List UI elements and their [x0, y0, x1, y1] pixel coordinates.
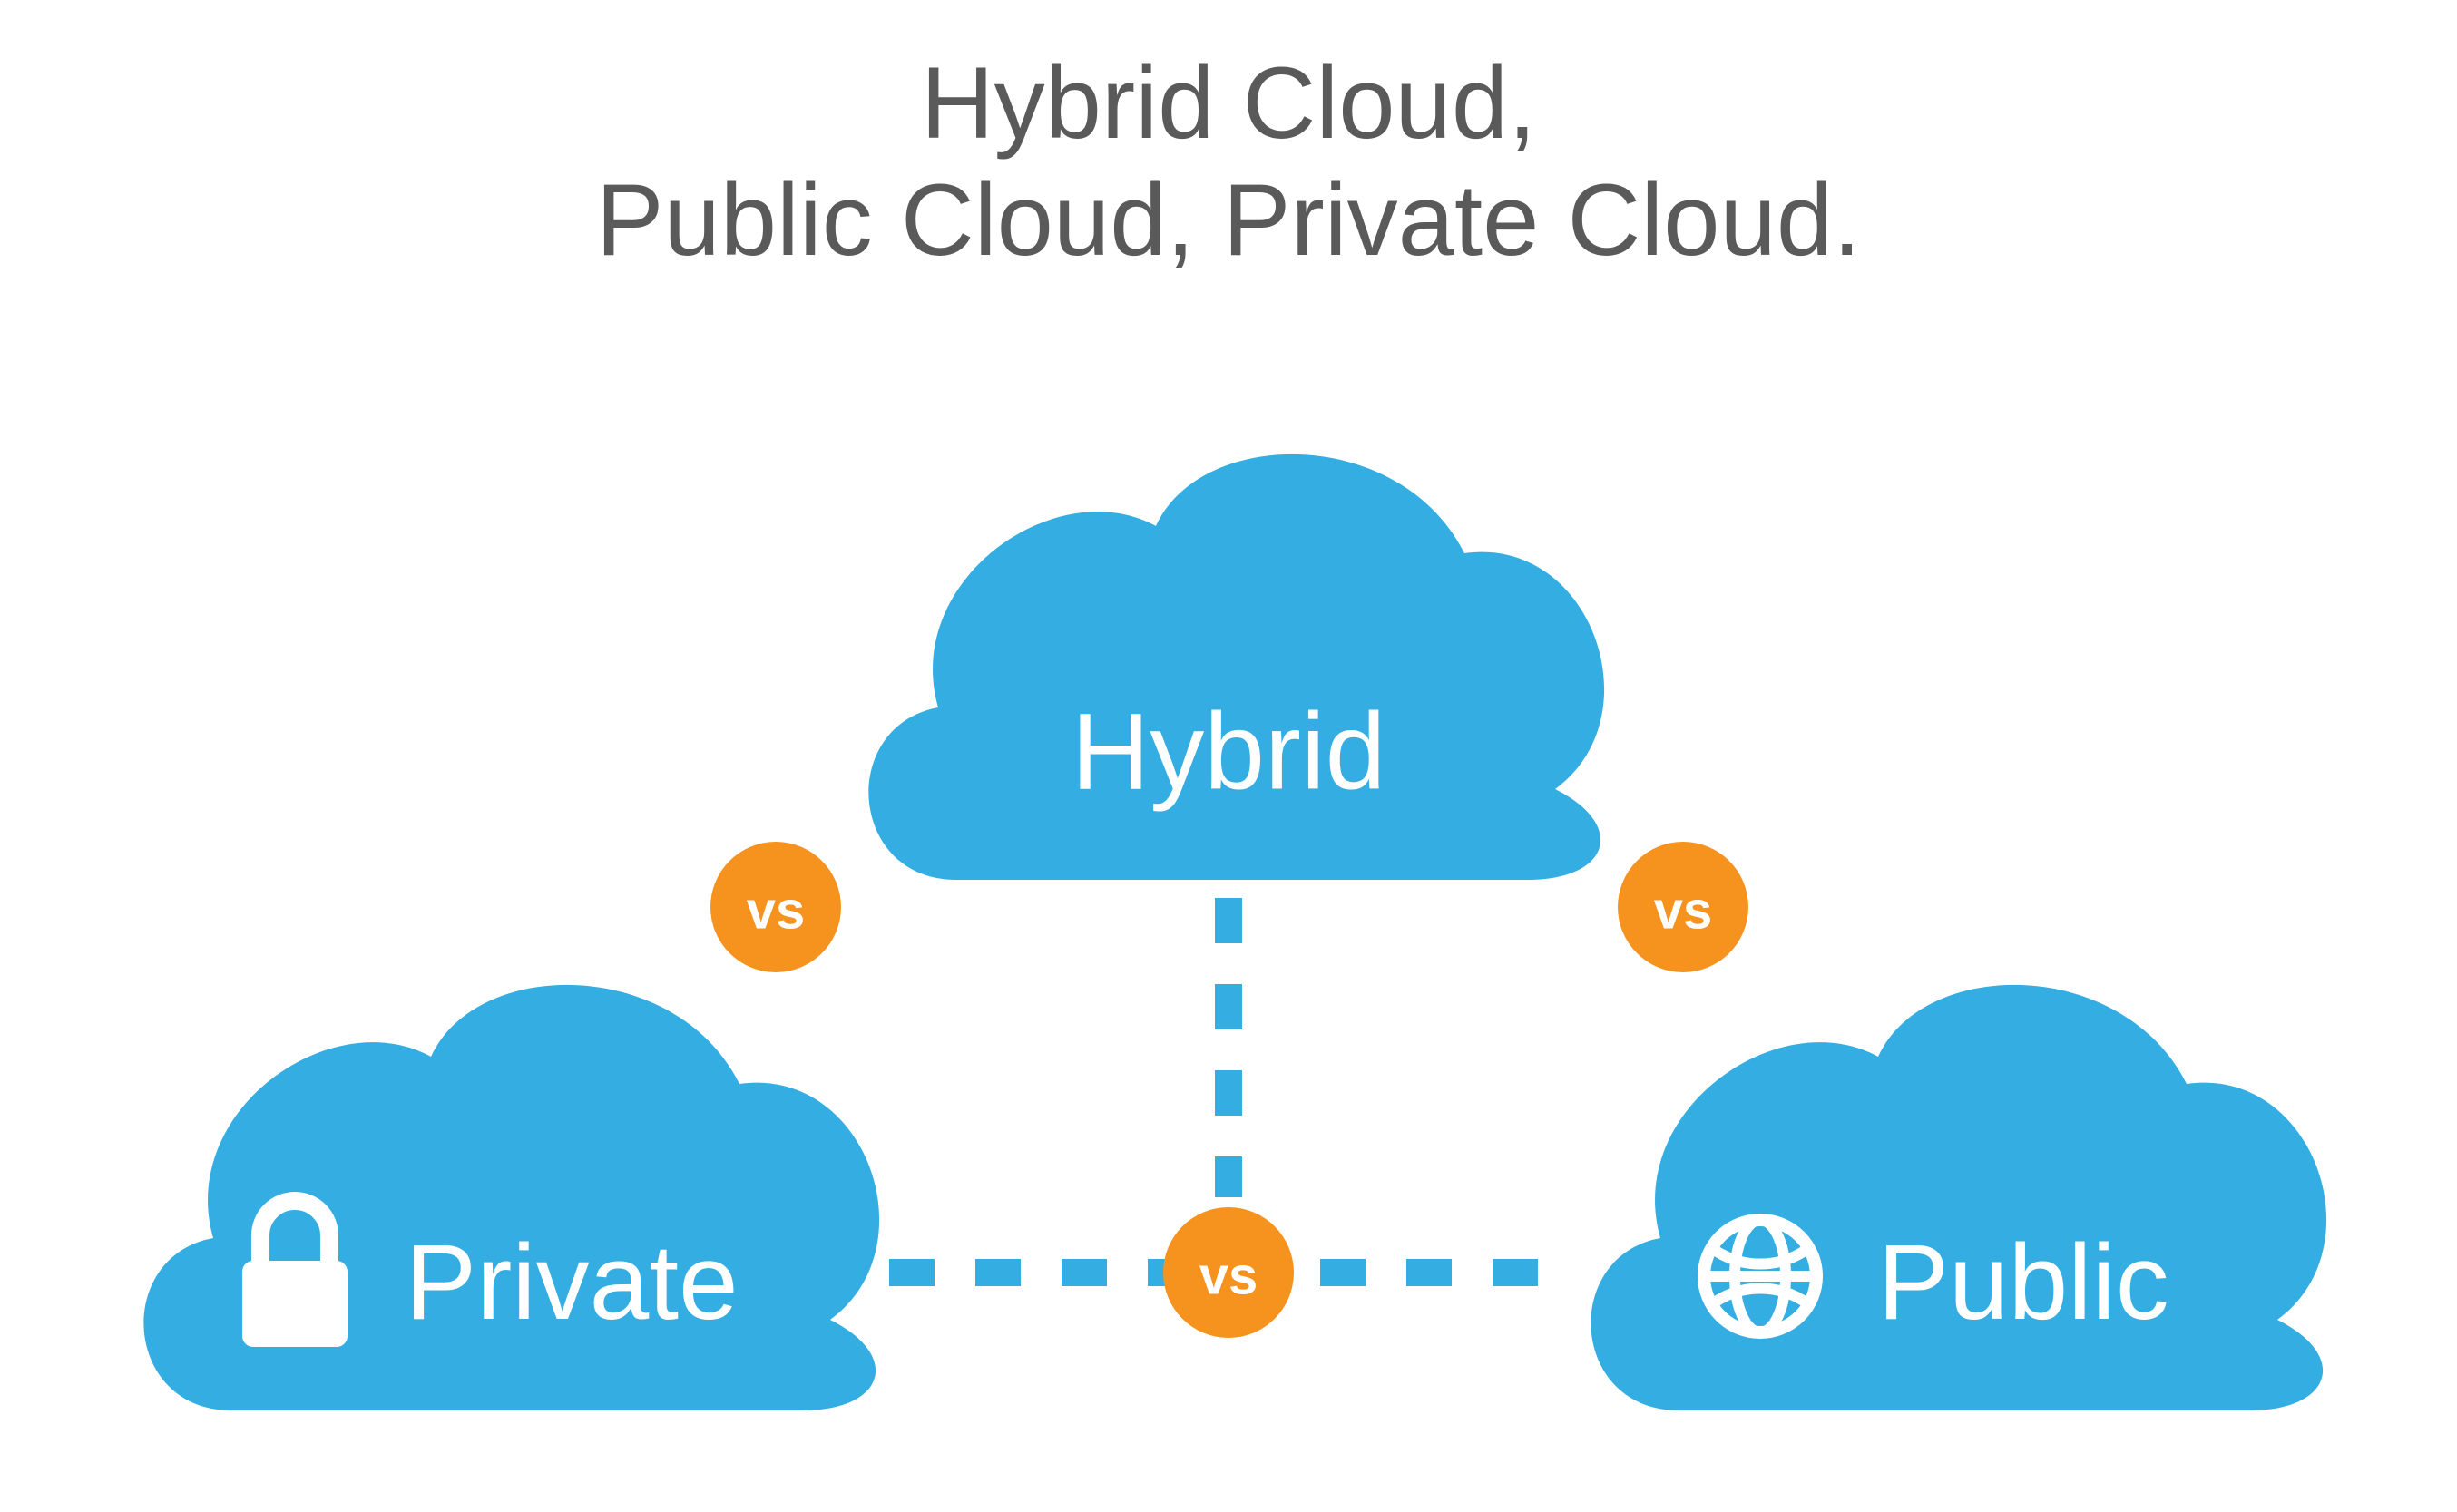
vs-badge-right-label: vs: [1654, 882, 1713, 941]
cloud-diagram: Hybrid Private Public vs vs vs: [0, 0, 2457, 1512]
cloud-public: Public: [1591, 985, 2326, 1410]
cloud-public-label: Public: [1877, 1223, 2168, 1342]
cloud-hybrid-shape: [868, 454, 1604, 880]
vs-badge-bottom: vs: [1163, 1207, 1294, 1338]
vs-badge-left-label: vs: [747, 882, 806, 941]
cloud-hybrid: Hybrid: [868, 454, 1604, 880]
vs-badge-bottom-label: vs: [1199, 1247, 1258, 1306]
cloud-hybrid-label: Hybrid: [1072, 691, 1386, 813]
vs-badge-right: vs: [1618, 842, 1748, 972]
cloud-public-shape: [1591, 985, 2326, 1410]
cloud-private-label: Private: [405, 1223, 738, 1342]
vs-badge-left: vs: [710, 842, 841, 972]
cloud-private: Private: [143, 985, 879, 1410]
